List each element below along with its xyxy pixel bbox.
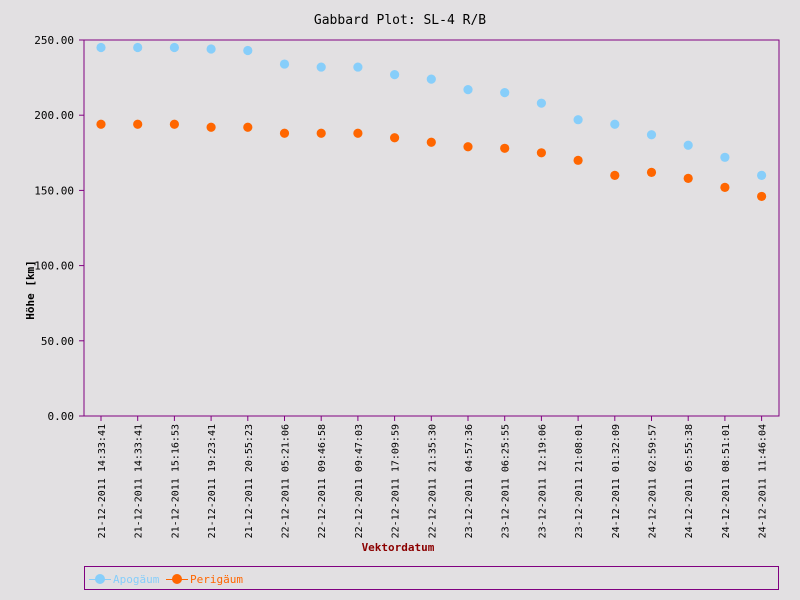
y-tick-label: 200.00: [34, 109, 74, 122]
x-tick-label: 21-12-2011 14:33:41: [134, 424, 145, 538]
x-tick-label: 23-12-2011 12:19:06: [537, 424, 548, 538]
y-axis-label: Höhe [km]: [24, 260, 37, 320]
point-apogaeum: [500, 88, 510, 98]
x-tick-label: 21-12-2011 20:55:23: [244, 424, 255, 538]
x-tick-label: 24-12-2011 02:59:57: [648, 424, 659, 538]
legend: Apogäum Perigäum: [84, 566, 779, 590]
point-apogaeum: [353, 62, 363, 72]
x-tick-label: 24-12-2011 11:46:04: [758, 424, 769, 538]
point-apogaeum: [720, 152, 730, 162]
x-tick-label: 24-12-2011 05:55:38: [684, 424, 695, 538]
legend-swatch-perigaeum: [166, 573, 188, 585]
y-tick-label: 50.00: [41, 335, 74, 348]
point-perigaeum: [610, 170, 620, 180]
point-apogaeum: [243, 45, 253, 56]
chart-title: Gabbard Plot: SL-4 R/B: [314, 13, 486, 28]
x-tick-label: 21-12-2011 14:33:41: [97, 424, 108, 538]
y-tick-label: 0.00: [48, 410, 75, 423]
point-apogaeum: [683, 140, 693, 150]
point-apogaeum: [536, 98, 547, 108]
x-axis-label: Vektordatum: [362, 541, 435, 554]
point-perigaeum: [426, 137, 436, 147]
x-tick-label: 22-12-2011 21:35:30: [427, 424, 438, 538]
point-perigaeum: [169, 119, 179, 129]
legend-item-perigaeum: Perigäum: [166, 571, 243, 587]
point-perigaeum: [646, 167, 657, 177]
y-tick-label: 250.00: [34, 34, 74, 47]
y-tick-label: 100.00: [34, 260, 74, 273]
point-apogaeum: [757, 170, 767, 180]
point-perigaeum: [536, 148, 547, 158]
x-tick-label: 21-12-2011 19:23:41: [207, 424, 218, 538]
point-perigaeum: [206, 122, 216, 132]
y-tick-label: 150.00: [34, 184, 74, 197]
point-apogaeum: [646, 130, 657, 140]
point-perigaeum: [390, 133, 400, 143]
x-axis: 21-12-2011 14:33:41 21-12-2011 14:33:41 21…: [97, 416, 769, 538]
point-apogaeum: [426, 74, 436, 84]
point-apogaeum: [316, 62, 326, 72]
legend-item-apogaeum: Apogäum: [89, 571, 159, 587]
point-apogaeum: [279, 59, 290, 69]
point-perigaeum: [316, 128, 326, 138]
point-perigaeum: [463, 142, 473, 152]
point-apogaeum: [96, 42, 106, 53]
legend-label-apogaeum: Apogäum: [113, 572, 160, 586]
point-perigaeum: [279, 128, 290, 138]
x-tick-label: 21-12-2011 15:16:53: [170, 424, 181, 538]
x-tick-label: 23-12-2011 06:25:55: [501, 424, 512, 538]
legend-label-perigaeum: Perigäum: [190, 572, 243, 586]
data-points: [96, 42, 767, 202]
x-tick-label: 24-12-2011 01:32:09: [611, 424, 622, 538]
point-perigaeum: [757, 191, 767, 202]
point-perigaeum: [500, 143, 510, 153]
point-apogaeum: [390, 69, 400, 80]
x-tick-label: 22-12-2011 17:09:59: [391, 424, 402, 538]
plot-area: [83, 39, 780, 417]
x-tick-label: 23-12-2011 21:08:01: [574, 424, 585, 538]
point-perigaeum: [573, 155, 583, 165]
point-apogaeum: [573, 115, 583, 125]
x-tick-label: 22-12-2011 05:21:06: [281, 424, 292, 538]
point-perigaeum: [243, 122, 253, 132]
point-apogaeum: [206, 44, 216, 54]
point-apogaeum: [133, 42, 143, 53]
point-apogaeum: [169, 42, 179, 53]
point-perigaeum: [353, 128, 363, 138]
legend-swatch-apogaeum: [89, 573, 111, 585]
x-tick-label: 22-12-2011 09:46:58: [317, 424, 328, 538]
point-apogaeum: [610, 119, 620, 129]
point-perigaeum: [683, 173, 693, 183]
x-tick-label: 22-12-2011 09:47:03: [354, 424, 365, 538]
point-perigaeum: [96, 119, 106, 129]
point-perigaeum: [720, 182, 730, 192]
point-perigaeum: [133, 119, 143, 129]
x-tick-label: 24-12-2011 08:51:01: [721, 424, 732, 538]
y-axis: 0.00 50.00 100.00 150.00 200.00 250.00: [34, 34, 84, 423]
point-apogaeum: [463, 85, 473, 95]
x-tick-label: 23-12-2011 04:57:36: [464, 424, 475, 538]
